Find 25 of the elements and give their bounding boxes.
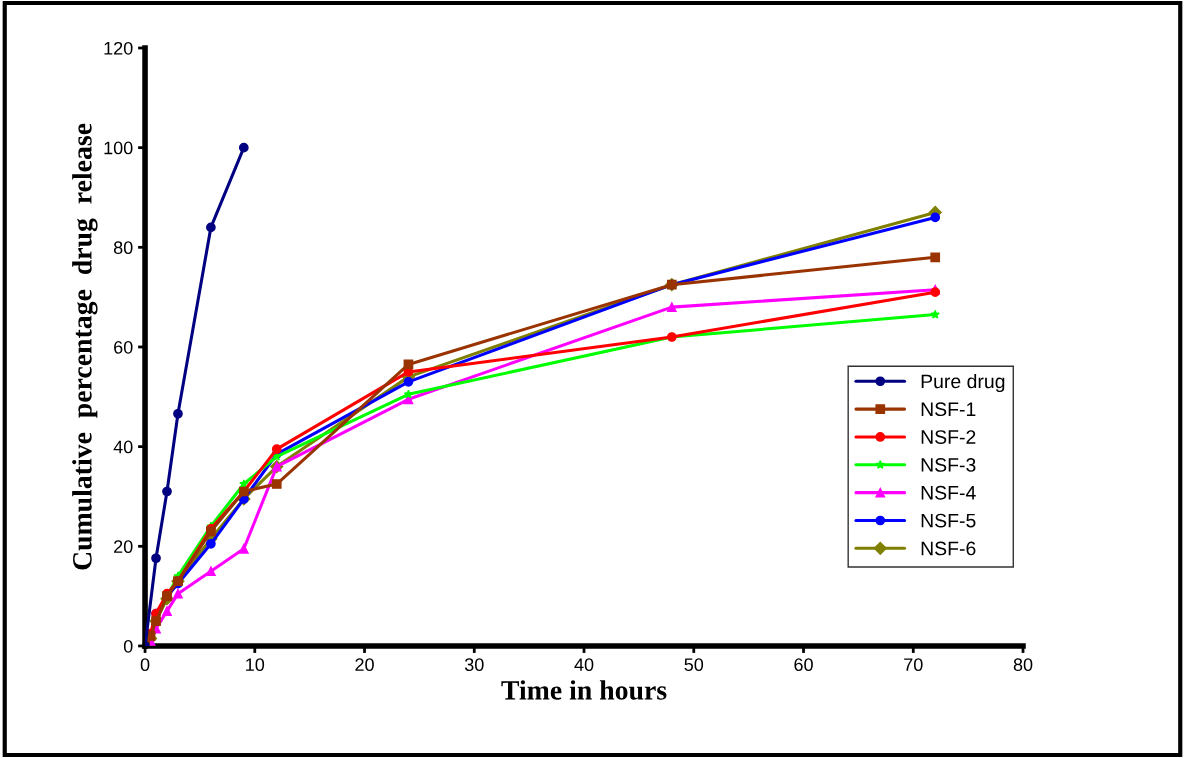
legend-label: Pure drug — [921, 373, 1005, 393]
x-axis-title: Time in hours — [501, 680, 667, 700]
legend-label: NSF-6 — [921, 541, 976, 556]
x-tick-label: 30 — [464, 658, 484, 672]
legend-label: NSF-5 — [921, 513, 976, 528]
y-tick-label: 0 — [123, 639, 133, 653]
y-tick-label: 60 — [114, 340, 133, 354]
legend-label: NSF-3 — [921, 458, 976, 472]
x-tick-label: 10 — [246, 658, 265, 672]
x-tick-label: 20 — [355, 658, 374, 672]
legend-label: NSF-1 — [921, 402, 976, 417]
x-tick-label: 80 — [1013, 658, 1033, 672]
y-tick-label: 80 — [113, 241, 133, 255]
y-tick-label: 40 — [113, 440, 133, 454]
legend-label: NSF-4 — [921, 485, 976, 500]
y-tick-label: 20 — [114, 540, 133, 554]
x-tick-label: 50 — [684, 658, 704, 672]
x-tick-label: 40 — [574, 658, 594, 672]
y-tick-label: 100 — [104, 141, 133, 155]
y-axis-title: Cumulative percentage drug release — [72, 123, 98, 570]
x-tick-label: 60 — [794, 658, 813, 672]
y-tick-label: 120 — [104, 41, 133, 55]
legend-label: NSF-2 — [921, 430, 976, 444]
x-tick-label: 0 — [140, 658, 150, 672]
x-tick-label: 70 — [904, 658, 923, 672]
